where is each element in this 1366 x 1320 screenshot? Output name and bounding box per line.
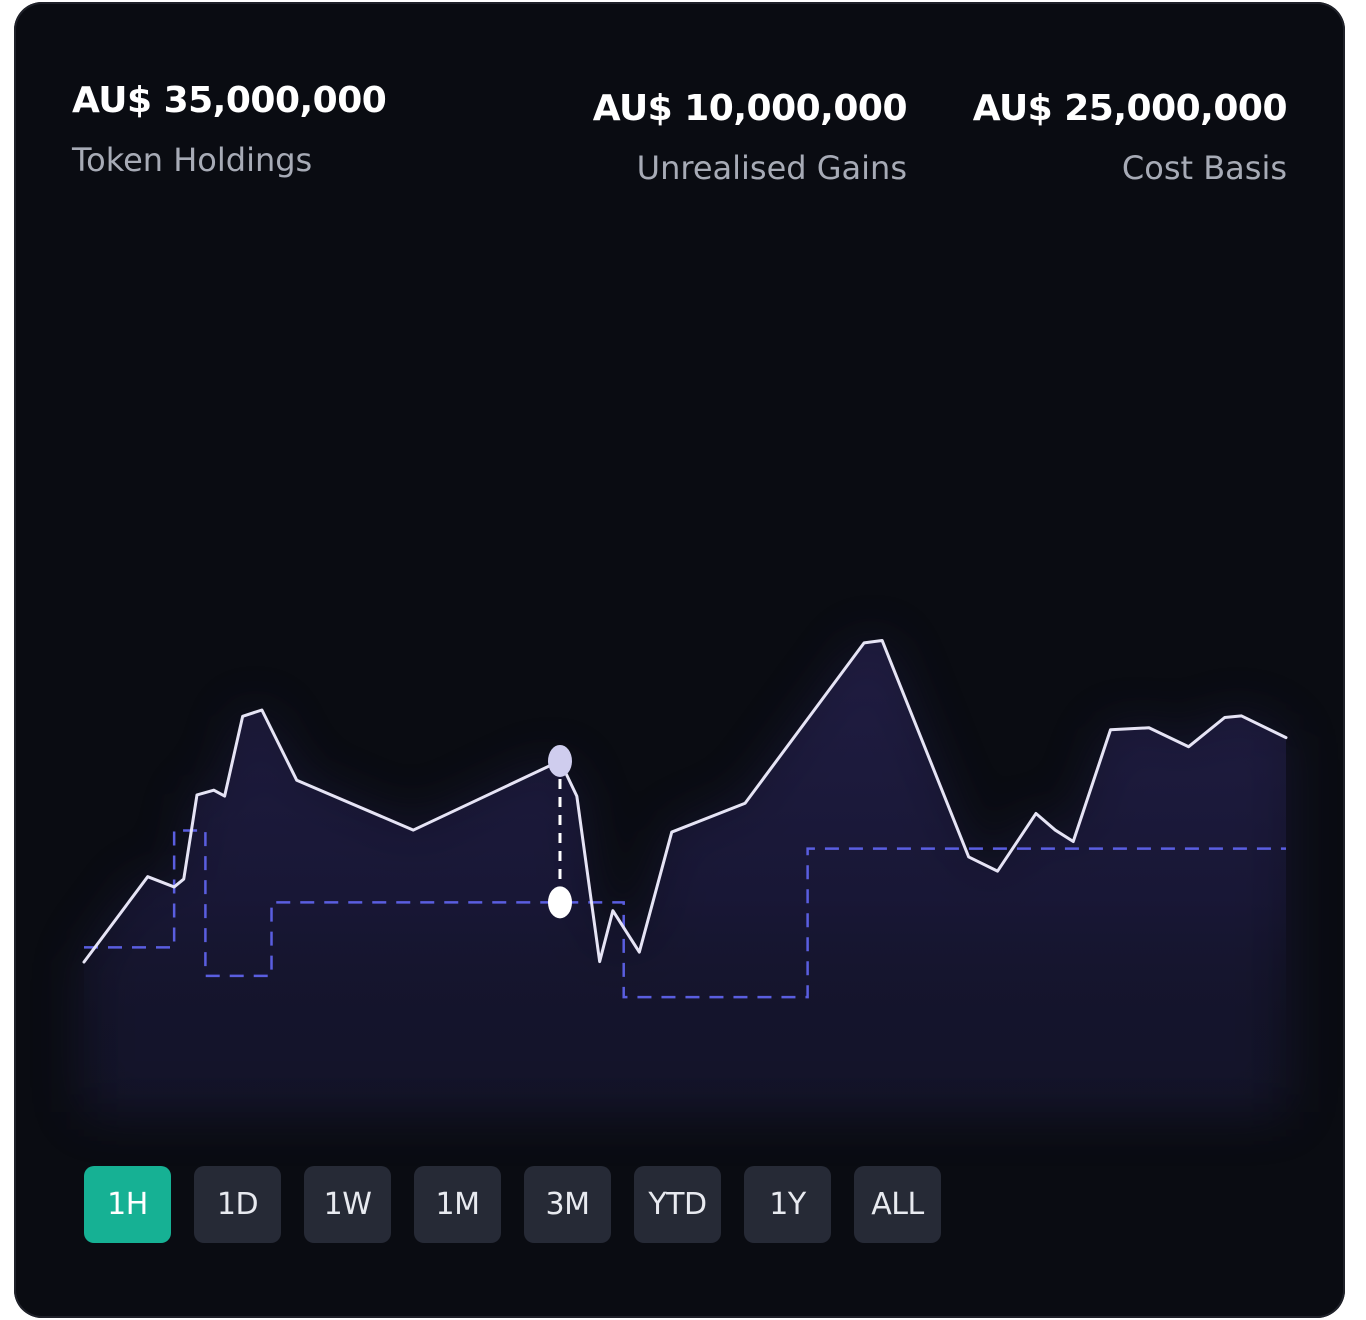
range-button-ytd[interactable]: YTD xyxy=(634,1166,721,1243)
cost-basis-line xyxy=(84,829,1286,999)
time-range-selector: 1H 1D 1W 1M 3M YTD 1Y ALL xyxy=(84,1166,941,1243)
unrealised-gains-value: AU$ 10,000,000 xyxy=(592,88,908,129)
holdings-marker-point[interactable] xyxy=(547,744,572,777)
token-holdings-metric: AU$ 35,000,000 Token Holdings xyxy=(72,80,387,179)
token-holdings-label: Token Holdings xyxy=(72,141,313,179)
holdings-area xyxy=(84,640,1286,1112)
cost-basis-value: AU$ 25,000,000 xyxy=(972,88,1288,129)
range-button-1w[interactable]: 1W xyxy=(304,1166,391,1243)
range-button-1h[interactable]: 1H xyxy=(84,1166,171,1243)
range-button-1m[interactable]: 1M xyxy=(414,1166,501,1243)
unrealised-gains-label: Unrealised Gains xyxy=(636,149,907,187)
range-button-1y[interactable]: 1Y xyxy=(744,1166,831,1243)
unrealised-gains-metric: AU$ 10,000,000 Unrealised Gains xyxy=(592,88,908,187)
token-holdings-value: AU$ 35,000,000 xyxy=(72,80,387,121)
portfolio-card: AU$ 35,000,000 Token Holdings AU$ 10,000… xyxy=(14,2,1345,1318)
cost-basis-metric: AU$ 25,000,000 Cost Basis xyxy=(972,88,1288,187)
range-button-1d[interactable]: 1D xyxy=(194,1166,281,1243)
cost-basis-marker-point[interactable] xyxy=(547,886,572,919)
range-button-3m[interactable]: 3M xyxy=(524,1166,611,1243)
portfolio-chart xyxy=(82,638,1288,1112)
holdings-line xyxy=(82,638,1288,964)
range-button-all[interactable]: ALL xyxy=(854,1166,941,1243)
cost-basis-label: Cost Basis xyxy=(1121,149,1287,187)
